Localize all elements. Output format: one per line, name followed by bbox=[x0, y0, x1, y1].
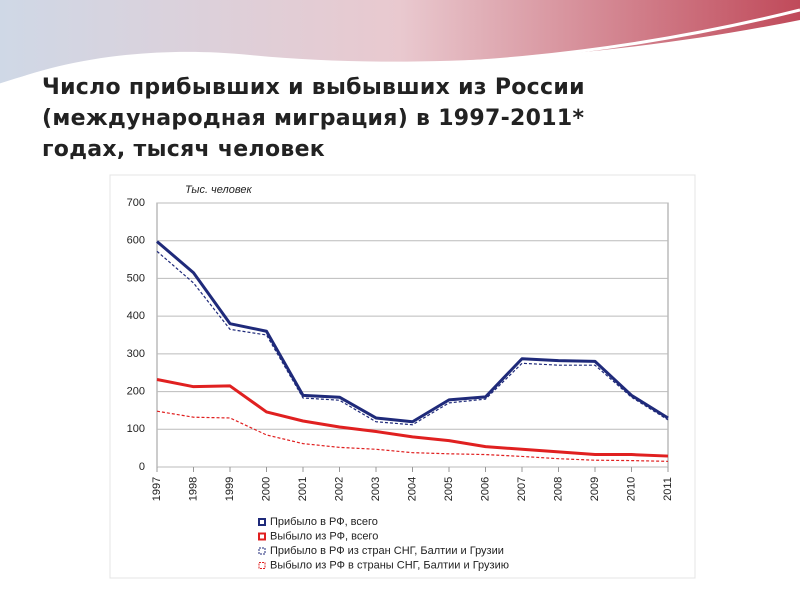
x-tick-label: 2010 bbox=[625, 477, 637, 501]
y-tick-label: 500 bbox=[127, 272, 145, 284]
x-tick-label: 2009 bbox=[589, 477, 601, 501]
y-axis-label: Тыс. человек bbox=[185, 184, 252, 196]
x-tick-label: 1999 bbox=[224, 477, 236, 501]
series-line bbox=[156, 378, 669, 458]
legend-label: Выбыло из РФ в страны СНГ, Балтии и Груз… bbox=[270, 559, 509, 571]
legend-swatch bbox=[258, 518, 266, 526]
legend-swatch bbox=[258, 532, 266, 541]
x-tick-label: 2011 bbox=[662, 477, 674, 501]
x-tick-label: 2002 bbox=[333, 477, 345, 501]
x-tick-label: 2004 bbox=[406, 477, 418, 501]
x-tick-label: 2001 bbox=[297, 477, 309, 501]
x-tick-label: 2007 bbox=[516, 477, 528, 501]
x-tick-label: 2006 bbox=[479, 477, 491, 501]
slide-title: Число прибывших и выбывших из России (ме… bbox=[42, 75, 585, 162]
x-tick-label: 2000 bbox=[260, 477, 272, 501]
y-tick-label: 600 bbox=[127, 235, 145, 247]
series-line bbox=[156, 410, 669, 462]
legend-label: Выбыло из РФ, всего bbox=[270, 530, 378, 542]
y-tick-label: 0 bbox=[139, 461, 145, 473]
x-tick-label: 1997 bbox=[151, 477, 163, 501]
series-line bbox=[156, 250, 669, 426]
y-tick-label: 200 bbox=[127, 385, 145, 397]
x-tick-label: 2003 bbox=[370, 477, 382, 501]
legend-swatch bbox=[258, 562, 266, 569]
plot-area bbox=[156, 202, 669, 468]
legend-label: Прибыло в РФ из стран СНГ, Балтии и Груз… bbox=[270, 545, 504, 557]
legend-label: Прибыло в РФ, всего bbox=[270, 516, 378, 528]
header-wave-line bbox=[0, 8, 800, 87]
x-tick-label: 2005 bbox=[443, 477, 455, 501]
x-tick-label: 2008 bbox=[552, 477, 564, 501]
y-tick-label: 700 bbox=[127, 197, 145, 209]
y-tick-label: 400 bbox=[127, 310, 145, 322]
y-tick-label: 300 bbox=[127, 348, 145, 360]
series-line bbox=[156, 240, 669, 424]
y-tick-label: 100 bbox=[127, 423, 145, 435]
header-wave bbox=[0, 0, 800, 85]
x-tick-label: 1998 bbox=[187, 477, 199, 501]
legend-swatch bbox=[258, 547, 266, 555]
